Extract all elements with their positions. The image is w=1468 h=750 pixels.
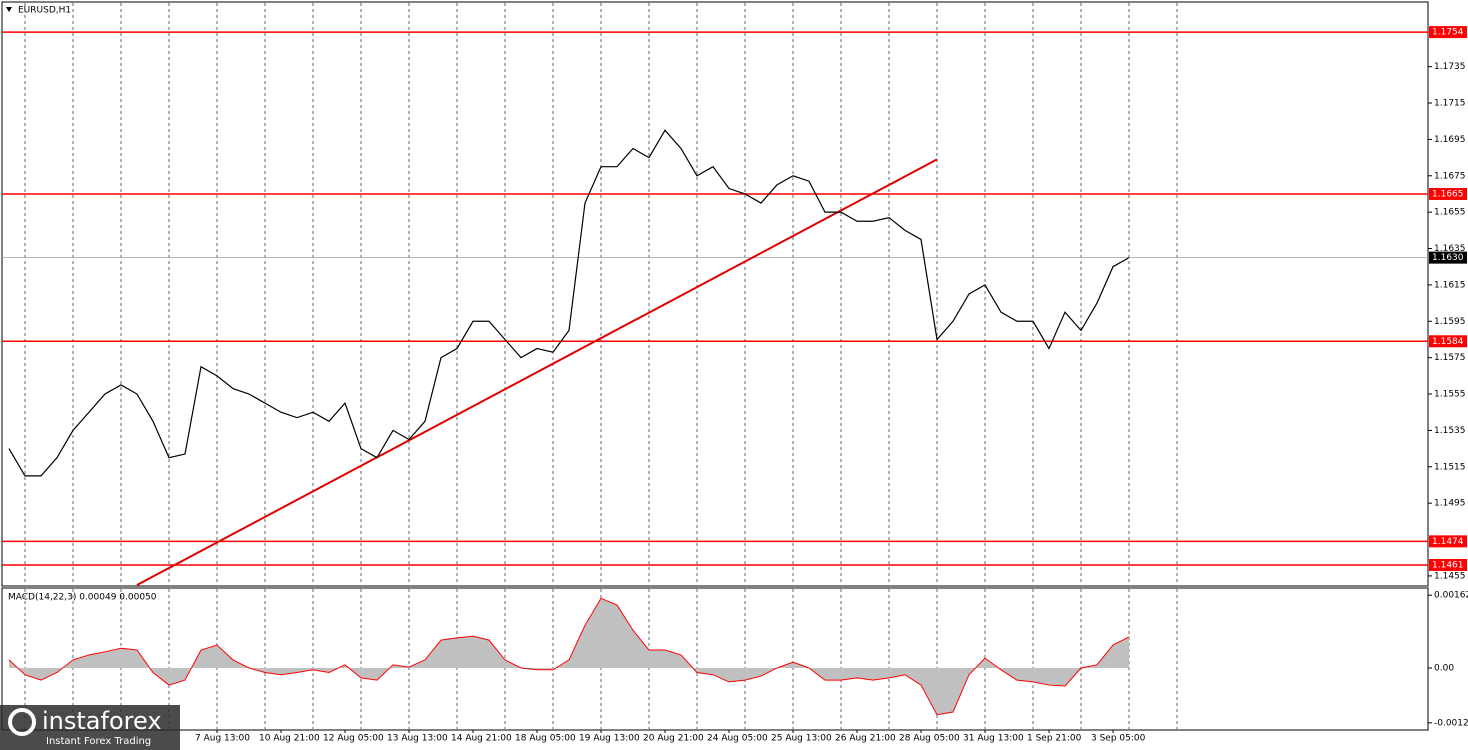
x-tick-label: 24 Aug 05:00: [707, 734, 768, 744]
y-tick-label: 0.00: [1434, 663, 1454, 673]
x-tick-label: 20 Aug 21:00: [643, 734, 704, 744]
level-box: [1429, 535, 1467, 548]
y-tick-label: 1.1695: [1434, 135, 1466, 145]
y-tick-label: 1.1675: [1434, 171, 1466, 181]
level-label: 1.1461: [1432, 560, 1464, 570]
price-line: [8, 129, 1130, 477]
macd-title: MACD(14,22,3) 0.00049 0.00050: [8, 593, 157, 603]
y-tick-label: 1.1575: [1434, 353, 1466, 363]
level-box: [1429, 187, 1467, 200]
x-tick-label: 25 Aug 13:00: [771, 734, 832, 744]
x-tick-label: 7 Aug 13:00: [195, 734, 250, 744]
y-tick-label: 1.1535: [1434, 426, 1466, 436]
y-tick-label: -0.00122: [1434, 718, 1468, 728]
y-tick-label: 1.1495: [1434, 499, 1466, 509]
current-price-box: [1429, 251, 1467, 264]
macd-frame: [1, 587, 1429, 731]
logo: instaforex Instant Forex Trading: [0, 705, 180, 750]
price-title: EURUSD,H1: [18, 6, 71, 16]
level-box: [1429, 558, 1467, 571]
level-label: 1.1754: [1432, 28, 1464, 38]
y-tick-label: 1.1595: [1434, 317, 1466, 327]
x-tick-label: 10 Aug 21:00: [259, 734, 320, 744]
logo-icon: [8, 708, 36, 736]
logo-name: instaforex: [42, 707, 162, 735]
y-tick-label: 1.1455: [1434, 571, 1466, 581]
trendline: [136, 158, 938, 586]
x-tick-label: 14 Aug 21:00: [451, 734, 512, 744]
x-tick-label: 18 Aug 05:00: [515, 734, 576, 744]
x-tick-label: 19 Aug 13:00: [579, 734, 640, 744]
level-label: 1.1584: [1432, 337, 1464, 347]
logo-tagline: Instant Forex Trading: [46, 736, 151, 747]
x-tick-label: 28 Aug 05:00: [899, 734, 960, 744]
level-label: 1.1474: [1432, 537, 1464, 547]
x-tick-label: 12 Aug 05:00: [323, 734, 384, 744]
y-tick-label: 1.1615: [1434, 280, 1466, 290]
title-arrow: [6, 7, 12, 12]
level-box: [1429, 26, 1467, 39]
price-frame: [1, 1, 1429, 587]
x-tick-label: 3 Sep 05:00: [1091, 734, 1146, 744]
level-box: [1429, 335, 1467, 348]
y-tick-label: 1.1515: [1434, 462, 1466, 472]
level-label: 1.1665: [1432, 189, 1464, 199]
x-tick-label: 26 Aug 21:00: [835, 734, 896, 744]
y-tick-label: 1.1655: [1434, 208, 1466, 218]
x-tick-label: 1 Sep 21:00: [1027, 734, 1082, 744]
y-tick-label: 1.1635: [1434, 244, 1466, 254]
y-tick-label: 1.1735: [1434, 62, 1466, 72]
x-tick-label: 31 Aug 13:00: [963, 734, 1024, 744]
macd-signal: [8, 597, 1130, 716]
x-tick-label: 13 Aug 13:00: [387, 734, 448, 744]
y-tick-label: 0.00162: [1434, 591, 1468, 601]
current-price-label: 1.1630: [1432, 253, 1464, 263]
y-tick-label: 1.1715: [1434, 99, 1466, 109]
y-tick-label: 1.1555: [1434, 390, 1466, 400]
